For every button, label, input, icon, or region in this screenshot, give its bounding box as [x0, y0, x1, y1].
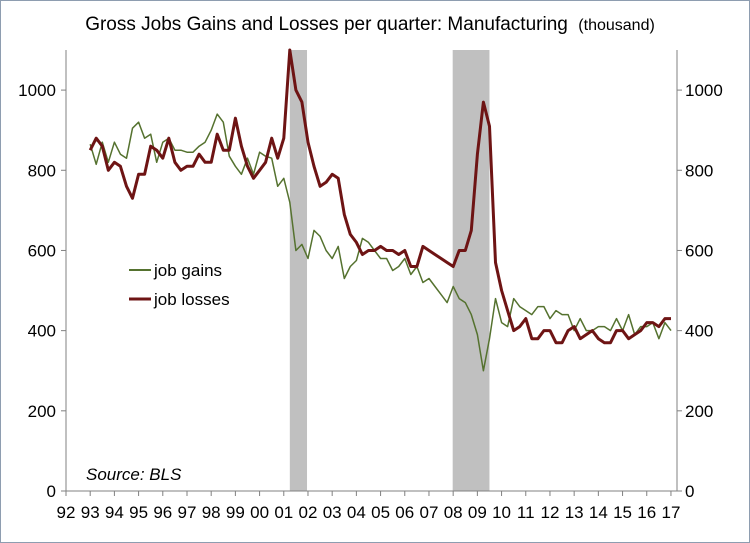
- x-tick-label-94: 94: [105, 503, 124, 522]
- y-tick-label-right-1000: 1000: [685, 81, 723, 100]
- chart-title: Gross Jobs Gains and Losses per quarter:…: [85, 14, 655, 35]
- y-tick-label-right-600: 600: [685, 241, 713, 260]
- y-tick-label-left-800: 800: [28, 161, 56, 180]
- x-tick-label-92: 92: [57, 503, 76, 522]
- y-tick-label-right-200: 200: [685, 402, 713, 421]
- y-tick-label-left-400: 400: [28, 322, 56, 341]
- y-tick-label-left-0: 0: [47, 482, 56, 501]
- chart-title-unit: (thousand): [578, 17, 655, 34]
- x-tick-label-05: 05: [371, 503, 390, 522]
- y-tick-label-right-400: 400: [685, 322, 713, 341]
- legend: job gains job losses: [129, 261, 230, 309]
- x-tick-label-96: 96: [153, 503, 172, 522]
- x-tick-label-16: 16: [637, 503, 656, 522]
- x-tick-label-93: 93: [81, 503, 100, 522]
- x-tick-label-07: 07: [420, 503, 439, 522]
- x-tick-label-09: 09: [468, 503, 487, 522]
- x-tick-label-10: 10: [492, 503, 511, 522]
- recession-band-2: [452, 50, 490, 491]
- chart-title-text: Gross Jobs Gains and Losses per quarter:…: [85, 14, 568, 35]
- source-note: Source: BLS: [86, 465, 182, 484]
- series-line-job-losses: [88, 48, 671, 345]
- x-tick-label-97: 97: [178, 503, 197, 522]
- y-tick-label-left-200: 200: [28, 402, 56, 421]
- y-tick-label-left-600: 600: [28, 241, 56, 260]
- x-tick-label-99: 99: [226, 503, 245, 522]
- x-tick-label-13: 13: [565, 503, 584, 522]
- x-tick-label-14: 14: [589, 503, 608, 522]
- x-tick-label-03: 03: [323, 503, 342, 522]
- x-tick-label-00: 00: [250, 503, 269, 522]
- x-tick-label-17: 17: [661, 503, 680, 522]
- recession-bands: [289, 50, 490, 491]
- y-tick-label-left-1000: 1000: [18, 81, 56, 100]
- x-tick-label-01: 01: [274, 503, 293, 522]
- x-tick-label-08: 08: [444, 503, 463, 522]
- x-tick-label-98: 98: [202, 503, 221, 522]
- recession-band-1: [289, 50, 308, 491]
- x-tick-label-04: 04: [347, 503, 366, 522]
- y-tick-label-right-0: 0: [685, 482, 694, 501]
- series-lines: [88, 48, 672, 372]
- x-tick-label-95: 95: [129, 503, 148, 522]
- x-tick-label-02: 02: [299, 503, 318, 522]
- x-tick-label-12: 12: [540, 503, 559, 522]
- x-tick-label-11: 11: [517, 503, 535, 522]
- axes: [61, 50, 682, 496]
- legend-label-job-gains: job gains: [153, 261, 222, 280]
- x-tick-label-06: 06: [395, 503, 414, 522]
- x-tick-label-15: 15: [613, 503, 632, 522]
- y-tick-label-right-800: 800: [685, 161, 713, 180]
- series-line-job-gains: [89, 113, 672, 372]
- legend-label-job-losses: job losses: [153, 290, 230, 309]
